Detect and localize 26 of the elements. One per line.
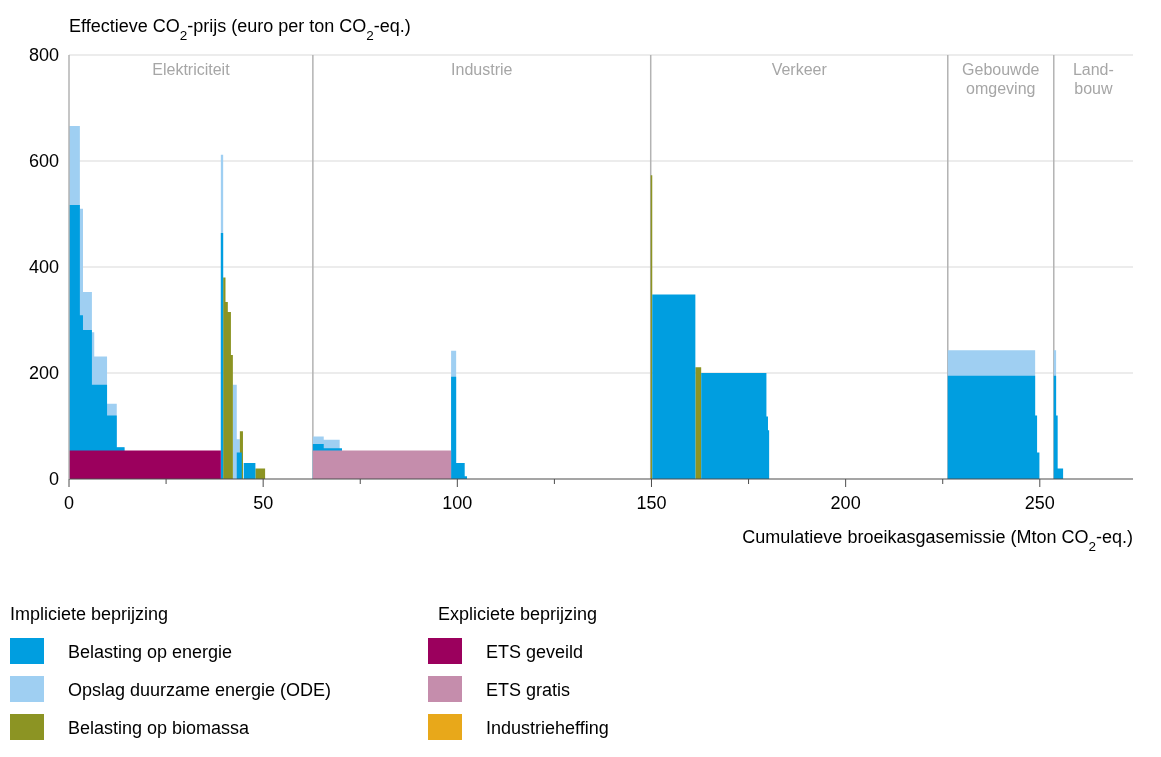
annotation: Land- bouw [1072,61,1114,97]
annotation: Verkeer [771,61,828,78]
legend-label: Opslag duurzame energie (ODE) [68,680,332,700]
y-tick-label: 400 [28,257,59,277]
legend-label: ETS geveild [486,642,584,662]
legend-label: Belasting op energie [68,642,233,662]
legend-label: Belasting op biomassa [68,718,251,738]
x-tick-label: 100 [442,493,473,513]
annotation: Gebouwde omgeving [962,61,1040,97]
x-tick-label: 250 [1024,493,1055,513]
legend-label: ETS gratis [486,680,571,700]
x-tick-label: 0 [63,493,75,513]
text: Impliciete beprijzing [10,604,169,624]
x-axis-title: Cumulatieve broeikasgasemissie (Mton CO$_{2}$-eq.) [742,527,1133,554]
y-axis-title: Effectieve CO$_{2}$-prijs (euro per ton CO$_{2}$-eq.) [69,16,411,43]
y-tick-label: 200 [28,363,59,383]
y-tick-label: 0 [48,469,59,489]
x-tick-label: 50 [253,493,274,513]
x-tick-label: 200 [830,493,861,513]
legend-label: Industrieheffing [486,718,609,738]
text: Expliciete beprijzing [438,604,598,624]
annotation: Industrie [451,61,513,78]
x-tick-label: 150 [636,493,667,513]
y-tick-label: 600 [28,151,59,171]
y-tick-label: 800 [28,45,59,65]
annotation: Elektriciteit [152,61,231,78]
